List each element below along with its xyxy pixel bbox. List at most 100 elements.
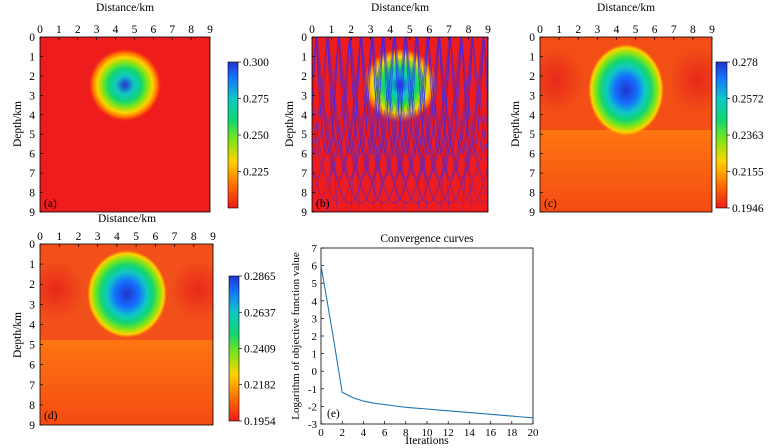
ray-path	[327, 37, 350, 154]
ray-path	[417, 37, 462, 179]
panel-c-colorbar-tick-label: 0.2572	[732, 93, 764, 105]
panel-c-xtick-label: 4	[614, 24, 620, 36]
panel-e-ytick-label: 7	[312, 243, 318, 255]
panel-a-xtick-label: 0	[37, 24, 43, 36]
ray-path	[361, 37, 429, 204]
panel-c-ytick-label: 7	[529, 168, 535, 180]
panel-c-label: (c)	[544, 198, 557, 210]
panel-e-xtick-label: 18	[506, 427, 518, 439]
panel-e-ytick-label: 6	[312, 261, 318, 273]
panel-c-ytick-label: 3	[529, 90, 535, 102]
panel-c-ytick-label: 2	[529, 71, 535, 83]
panel-b-xtick-label: 8	[466, 24, 472, 36]
panel-c-xtick-label: 1	[556, 24, 562, 36]
panel-d-xtick-label: 0	[37, 231, 43, 243]
panel-d-colorbar-tick-label: 0.2409	[244, 344, 276, 356]
ray-path	[316, 37, 384, 204]
panel-d-ytick-label: 2	[29, 279, 35, 291]
panel-d-colorbar-ticks: 0.2865 0.2637 0.2409 0.2182 0.1954	[239, 271, 276, 428]
ray-path	[316, 37, 362, 179]
panel-b-ytick-label: 0	[301, 32, 307, 44]
panel-d-ylabel: Depth/km	[12, 312, 24, 358]
panel-a-xtick-label: 8	[188, 24, 194, 36]
panel-c-ytick-label: 1	[529, 51, 535, 63]
panel-b-ylabel: Depth/km	[284, 101, 296, 147]
ray-path	[349, 37, 373, 154]
panel-c-xtick-label: 9	[709, 24, 715, 36]
panel-c-colorbar-tick-label: 0.2363	[732, 130, 764, 142]
ray-path	[312, 37, 328, 166]
panel-d-colorbar-tick-label: 0.2182	[244, 380, 276, 392]
ray-path	[394, 37, 440, 179]
panel-c-ytick-label: 9	[529, 207, 535, 219]
panel-b-ytick-label: 7	[301, 168, 307, 180]
panel-a-colorbar-tick-label: 0.300	[243, 57, 269, 69]
panel-a-ytick-label: 5	[29, 129, 35, 141]
panel-a-colorbar-ticks: 0.300 0.275 0.250 0.225	[238, 57, 269, 179]
panel-b-ytick-label: 3	[301, 90, 307, 102]
panel-c-colorbar-tick-label: 0.2155	[732, 166, 764, 178]
ray-path	[372, 37, 395, 154]
panel-b-xlabel: Distance/km	[371, 2, 429, 14]
panel-c-colorbar-tick-label: 0.278	[732, 57, 758, 69]
ray-path	[406, 37, 474, 204]
panel-b-ytick-label: 1	[301, 51, 307, 63]
panel-c-ylabel: Depth/km	[510, 101, 522, 147]
panel-a-ytick-label: 9	[29, 207, 35, 219]
panel-b: Distance/km Depth/km (b) 0 1 2 3 4 5 6 7 8 9 0 1 2 3 4…	[284, 2, 491, 219]
panel-d-xtick-label: 6	[152, 231, 158, 243]
panel-e-xtick-label: 0	[318, 427, 324, 439]
ray-path	[450, 37, 488, 179]
panel-c-ytick-label: 0	[529, 32, 535, 44]
panel-e-xtick-label: 6	[382, 427, 388, 439]
panel-b-xtick-label: 5	[407, 24, 413, 36]
panel-d-ytick-label: 5	[29, 340, 35, 352]
panel-a-ytick-label: 8	[29, 188, 35, 200]
panel-b-xtick-label: 3	[368, 24, 374, 36]
ray-path	[312, 37, 328, 156]
panel-d-xtick-label: 4	[114, 231, 120, 243]
panel-e-ytick-label: -2	[308, 401, 317, 413]
panel-c-ytick-label: 8	[529, 188, 535, 200]
panel-e-xtick-label: 2	[339, 427, 345, 439]
ray-path	[350, 37, 395, 179]
panel-e-ytick-label: -1	[308, 384, 317, 396]
ray-path	[483, 37, 488, 111]
panel-e-ytick-label: 1	[312, 349, 318, 361]
ray-path	[417, 37, 485, 204]
panel-a-label: (a)	[44, 198, 57, 210]
ray-path	[472, 37, 488, 156]
panel-e-xtick-label: 4	[361, 427, 367, 439]
ray-path	[462, 37, 474, 212]
panel-a-ytick-label: 0	[29, 32, 35, 44]
panel-e-ytick-label: -3	[308, 419, 318, 431]
ray-path	[384, 37, 451, 204]
panel-d-ytick-label: 0	[29, 239, 35, 251]
panel-b-ytick-label: 6	[301, 149, 307, 161]
panel-b-ytick-label: 9	[301, 207, 307, 219]
ray-path	[339, 37, 406, 204]
panel-a-xtick-label: 4	[113, 24, 119, 36]
panel-d-colorbar-tick-label: 0.2865	[244, 271, 276, 283]
ray-path	[372, 37, 418, 179]
panel-b-ticks: 0 1 2 3 4 5 6 7 8 9 0 1 2 3 4 5 6 7 8 9	[301, 24, 491, 219]
panel-a-ytick-label: 4	[29, 110, 35, 122]
ray-path	[439, 37, 485, 179]
ray-path	[312, 37, 373, 204]
ray-path	[372, 37, 384, 212]
panel-e: Convergence curves 0 2 4 6 8 10 12 14 16 18 207654…	[290, 233, 539, 447]
panel-c-xtick-label: 7	[671, 24, 677, 36]
ray-path	[394, 37, 418, 154]
ray-path	[472, 37, 488, 166]
ray-path	[312, 37, 339, 179]
panel-c-xlabel: Distance/km	[597, 2, 655, 14]
panel-c: Distance/km Depth/km (c) 0 1 2 3 4 5 6 7 8 9 0 1 2 3 4…	[510, 2, 764, 219]
panel-b-ray-paths	[312, 37, 488, 212]
panel-c-ticks: 0 1 2 3 4 5 6 7 8 9 0 1 2 3 4 5 6 7 8 9	[529, 24, 715, 219]
panel-c-colorbar	[715, 61, 728, 209]
ray-path	[312, 37, 317, 111]
panel-c-xtick-label: 6	[652, 24, 658, 36]
panel-a-ytick-label: 6	[29, 149, 35, 161]
panel-d-xtick-label: 7	[172, 231, 178, 243]
